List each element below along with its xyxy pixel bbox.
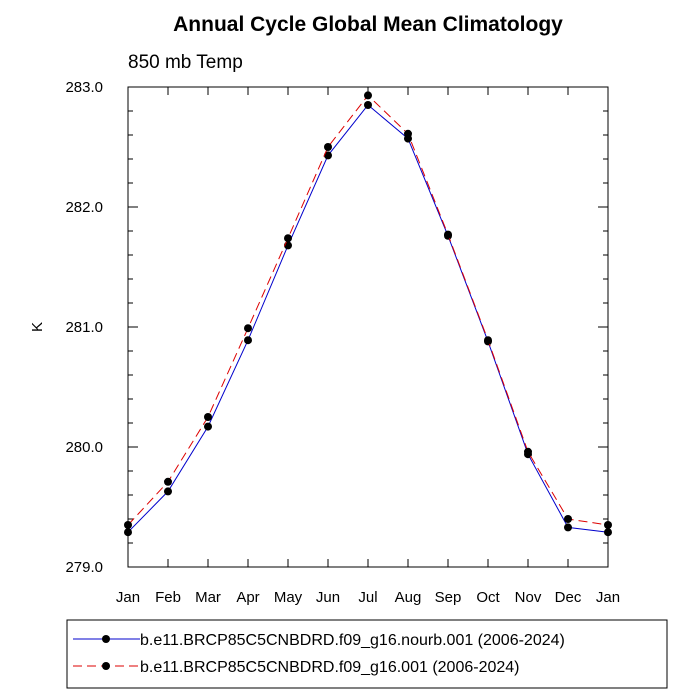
x-tick-label: Dec xyxy=(555,589,582,606)
y-axis-label: K xyxy=(29,322,46,332)
legend-marker-1 xyxy=(102,635,110,643)
series-1-point xyxy=(164,487,172,496)
x-tick-label: Sep xyxy=(435,589,462,606)
x-tick-label: Apr xyxy=(236,589,259,606)
x-tick-label: Jan xyxy=(116,589,140,606)
series-1-point xyxy=(364,101,372,109)
legend-label-2: b.e11.BRCP85C5CNBDRD.f09_g16.001 (2006-2… xyxy=(140,659,519,676)
series-2-point xyxy=(444,230,452,239)
series-2-point xyxy=(364,91,372,100)
x-tick-label: Jun xyxy=(316,589,340,606)
series-2-point xyxy=(564,515,572,523)
series-2-point xyxy=(284,234,292,243)
chart-subtitle: 850 mb Temp xyxy=(128,52,243,73)
legend-label-1: b.e11.BRCP85C5CNBDRD.f09_g16.nourb.001 (… xyxy=(140,632,565,649)
series-2-point xyxy=(124,521,132,529)
series-2-point xyxy=(324,143,332,151)
series-line-1 xyxy=(127,104,609,533)
series-2-point xyxy=(604,521,612,529)
series-1-point xyxy=(324,151,332,160)
x-tick-label: Feb xyxy=(155,589,181,606)
y-tick-label: 283.0 xyxy=(65,79,103,96)
series-1-point xyxy=(244,336,252,345)
series-group xyxy=(124,91,612,537)
series-2-point xyxy=(204,413,212,421)
x-tick-label: May xyxy=(274,589,303,606)
series-2-point xyxy=(164,477,172,486)
series-1-point xyxy=(204,422,212,431)
legend-marker-2 xyxy=(102,662,110,670)
y-tick-label: 281.0 xyxy=(65,319,103,336)
legend-box xyxy=(66,619,668,689)
series-line-2 xyxy=(127,94,609,526)
x-tick-label: Jul xyxy=(358,589,377,606)
y-tick-label: 279.0 xyxy=(65,559,103,576)
x-tick-label: Mar xyxy=(195,589,221,606)
x-tick-label: Oct xyxy=(476,589,500,606)
series-2-point xyxy=(404,129,412,138)
series-2-point xyxy=(524,447,532,456)
y-tick-label: 282.0 xyxy=(65,199,103,216)
x-tick-label: Nov xyxy=(515,589,542,606)
chart-title: Annual Cycle Global Mean Climatology xyxy=(173,13,563,36)
series-2-point xyxy=(484,336,492,345)
series-1-point xyxy=(124,528,132,537)
series-1-point xyxy=(564,523,572,532)
series-2-point xyxy=(244,324,252,333)
x-tick-label: Aug xyxy=(395,589,422,606)
axis-ticks: Jan Feb Mar Apr May Jun Jul Aug Sep Oct Nov Dec Jan 2… xyxy=(65,79,620,606)
series-1-point xyxy=(604,528,612,537)
y-tick-label: 280.0 xyxy=(65,439,103,456)
legend: b.e11.BRCP85C5CNBDRD.f09_g16.nourb.001 (… xyxy=(66,619,668,689)
x-tick-label: Jan xyxy=(596,589,620,606)
plot-frame xyxy=(127,86,609,568)
